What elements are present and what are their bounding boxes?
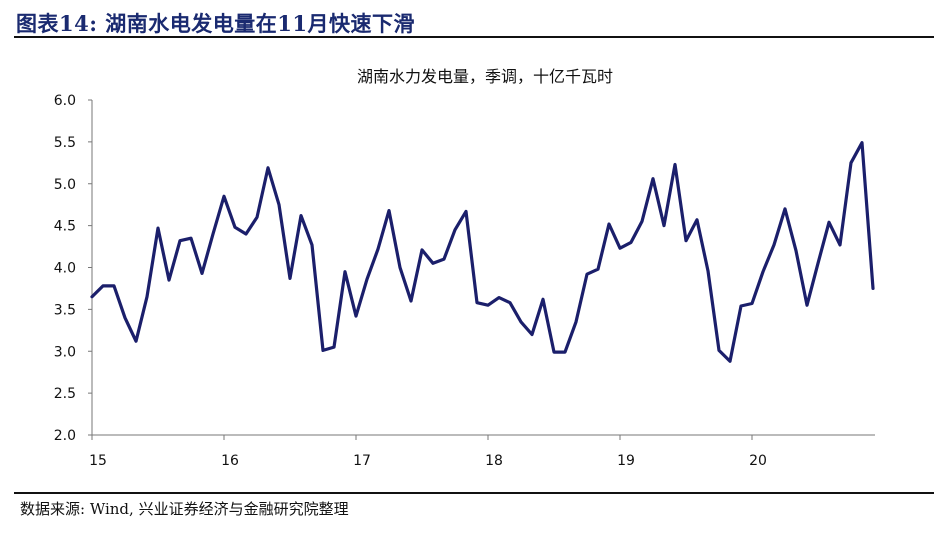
y-ticks: 2.0 2.5 3.0 3.5 4.0 4.5 5.0 5.5 6.0	[54, 93, 92, 444]
y-tick-label: 3.0	[54, 344, 76, 360]
chart-title: 湖南水力发电量，季调，十亿千瓦时	[357, 67, 613, 86]
y-tick-label: 2.5	[54, 386, 76, 402]
x-ticks: 15 16 17 18 19 20	[89, 435, 767, 469]
x-tick-label: 19	[617, 453, 635, 469]
y-tick-label: 6.0	[54, 93, 76, 109]
figure-title: 图表14: 湖南水电发电量在11月快速下滑	[16, 11, 416, 36]
x-tick-label: 15	[89, 453, 107, 469]
series-line-0	[90, 141, 875, 363]
x-tick-label: 20	[749, 453, 767, 469]
y-tick-label: 4.0	[54, 261, 76, 277]
y-tick-label: 2.0	[54, 428, 76, 444]
y-tick-label: 5.5	[54, 135, 76, 151]
x-tick-label: 16	[221, 453, 239, 469]
series-layer	[90, 141, 875, 363]
y-tick-label: 5.0	[54, 177, 76, 193]
top-rule	[14, 36, 934, 38]
x-tick-label: 18	[485, 453, 503, 469]
y-tick-label: 3.5	[54, 302, 76, 318]
x-tick-label: 17	[353, 453, 371, 469]
bottom-rule	[14, 492, 934, 494]
source-note: 数据来源: Wind, 兴业证券经济与金融研究院整理	[20, 500, 349, 518]
y-tick-label: 4.5	[54, 219, 76, 235]
